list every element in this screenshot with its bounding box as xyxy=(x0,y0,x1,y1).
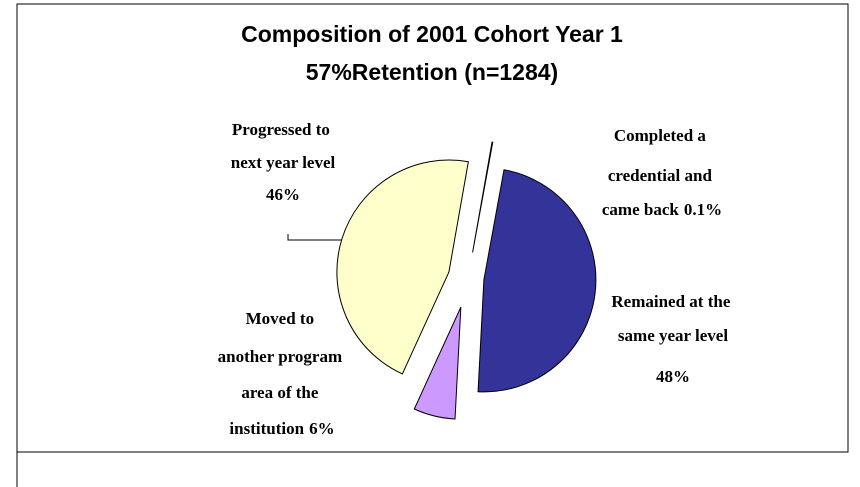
slice-label: Moved to another program area of the ins… xyxy=(218,309,347,438)
slice-label-line: same year level xyxy=(618,326,728,345)
value-label: 0.1% xyxy=(684,200,722,219)
leader-line xyxy=(287,234,342,241)
slice-label-line: credential and xyxy=(608,166,716,185)
slice-label: Remained at the same year level xyxy=(611,292,734,345)
slice-label-line: Completed a xyxy=(614,126,710,145)
slice-label-line: Remained at the xyxy=(611,292,734,311)
slice-label: Completed a credential and came back xyxy=(602,126,716,219)
slice-label-line: institution xyxy=(229,419,304,438)
value-label: 46% xyxy=(266,185,300,204)
pie-slice xyxy=(477,169,597,393)
pie-slice xyxy=(413,306,462,420)
chart-title: Composition of 2001 Cohort Year 1 xyxy=(241,21,623,47)
chart-subtitle: 57%Retention (n=1284) xyxy=(306,59,558,85)
slice-label-line: another program xyxy=(218,347,347,366)
slice-label: Progressed to next year level xyxy=(231,120,336,172)
slice-label-line: next year level xyxy=(231,153,336,172)
value-label: 48% xyxy=(656,367,690,386)
chart-frame xyxy=(16,3,849,487)
pie-slice xyxy=(336,159,469,375)
pie-slice xyxy=(472,141,494,253)
slice-label-line: Progressed to xyxy=(232,120,334,139)
slice-label-line: came back xyxy=(602,200,680,219)
slice-label-line: Moved to xyxy=(246,309,319,328)
slice-label-line: area of the xyxy=(241,383,322,402)
value-label: 6% xyxy=(309,419,335,438)
